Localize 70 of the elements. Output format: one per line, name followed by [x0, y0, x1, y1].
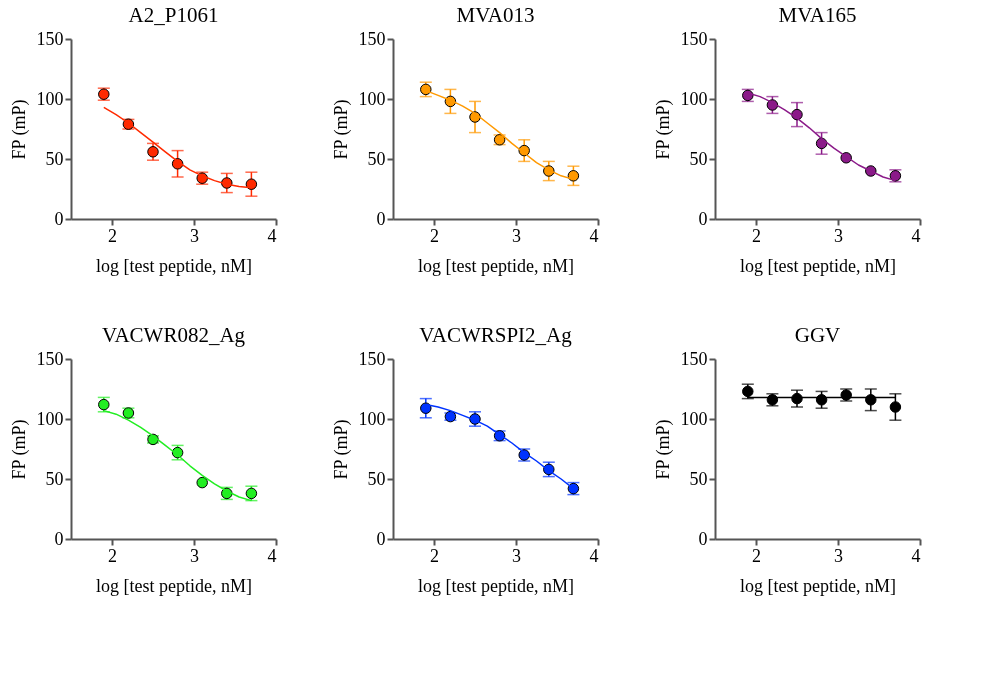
chart-title: VACWR082_Ag: [101, 323, 246, 347]
point: [865, 394, 877, 406]
y-tick-label: 100: [36, 88, 64, 109]
y-tick-label: 0: [376, 208, 386, 229]
y-tick-label: 150: [36, 28, 64, 49]
point: [245, 178, 258, 190]
y-tick-label: 50: [689, 468, 708, 489]
y-axis-title: FP (mP): [8, 419, 30, 480]
chart-title: MVA013: [456, 3, 535, 27]
x-tick-label: 3: [190, 545, 199, 566]
x-axis-title: log [test peptide, nM]: [418, 255, 574, 276]
point: [543, 165, 555, 177]
y-tick-label: 50: [689, 148, 708, 169]
y-tick-label: 150: [680, 348, 708, 369]
point: [469, 111, 481, 123]
y-tick-label: 0: [54, 528, 64, 549]
x-tick-label: 4: [589, 225, 599, 246]
point: [567, 170, 580, 182]
y-tick-label: 100: [680, 88, 708, 109]
y-tick-label: 50: [367, 148, 386, 169]
y-tick-label: 150: [358, 28, 386, 49]
point: [815, 394, 828, 406]
y-tick-label: 100: [36, 408, 64, 429]
y-tick-label: 50: [45, 468, 64, 489]
y-axis-title: FP (mP): [8, 99, 30, 160]
x-tick-label: 4: [589, 545, 599, 566]
y-axis-title: FP (mP): [652, 99, 674, 160]
x-tick-label: 4: [911, 225, 921, 246]
y-tick-label: 100: [358, 408, 386, 429]
x-tick-label: 4: [911, 545, 921, 566]
chart-title: VACWRSPI2_Ag: [419, 323, 573, 347]
x-tick-label: 2: [108, 545, 117, 566]
y-tick-label: 0: [698, 208, 708, 229]
y-tick-label: 0: [376, 528, 386, 549]
y-axis-title: FP (mP): [330, 99, 352, 160]
x-axis-title: log [test peptide, nM]: [418, 575, 574, 596]
x-axis-title: log [test peptide, nM]: [740, 255, 896, 276]
y-tick-label: 0: [698, 528, 708, 549]
y-tick-label: 0: [54, 208, 64, 229]
x-tick-label: 3: [190, 225, 199, 246]
x-tick-label: 4: [267, 225, 277, 246]
x-axis-title: log [test peptide, nM]: [96, 575, 252, 596]
point: [420, 402, 432, 414]
x-tick-label: 2: [752, 225, 761, 246]
x-tick-label: 3: [834, 545, 843, 566]
chart-title: A2_P1061: [128, 3, 219, 27]
x-tick-label: 3: [834, 225, 843, 246]
y-tick-label: 100: [680, 408, 708, 429]
x-tick-label: 4: [267, 545, 277, 566]
y-tick-label: 150: [680, 28, 708, 49]
y-tick-label: 50: [45, 148, 64, 169]
x-tick-label: 3: [512, 225, 521, 246]
point: [889, 401, 902, 413]
chart-title: GGV: [794, 323, 841, 347]
x-axis-title: log [test peptide, nM]: [96, 255, 252, 276]
y-tick-label: 150: [358, 348, 386, 369]
point: [147, 146, 159, 158]
x-tick-label: 3: [512, 545, 521, 566]
chart-title: MVA165: [778, 3, 857, 27]
y-tick-label: 100: [358, 88, 386, 109]
x-tick-label: 2: [752, 545, 761, 566]
x-tick-label: 2: [430, 225, 439, 246]
y-tick-label: 150: [36, 348, 64, 369]
x-axis-title: log [test peptide, nM]: [740, 575, 896, 596]
y-axis-title: FP (mP): [652, 419, 674, 480]
point: [196, 476, 208, 489]
x-tick-label: 2: [430, 545, 439, 566]
y-axis-title: FP (mP): [330, 419, 352, 480]
x-tick-label: 2: [108, 225, 117, 246]
y-tick-label: 50: [367, 468, 386, 489]
